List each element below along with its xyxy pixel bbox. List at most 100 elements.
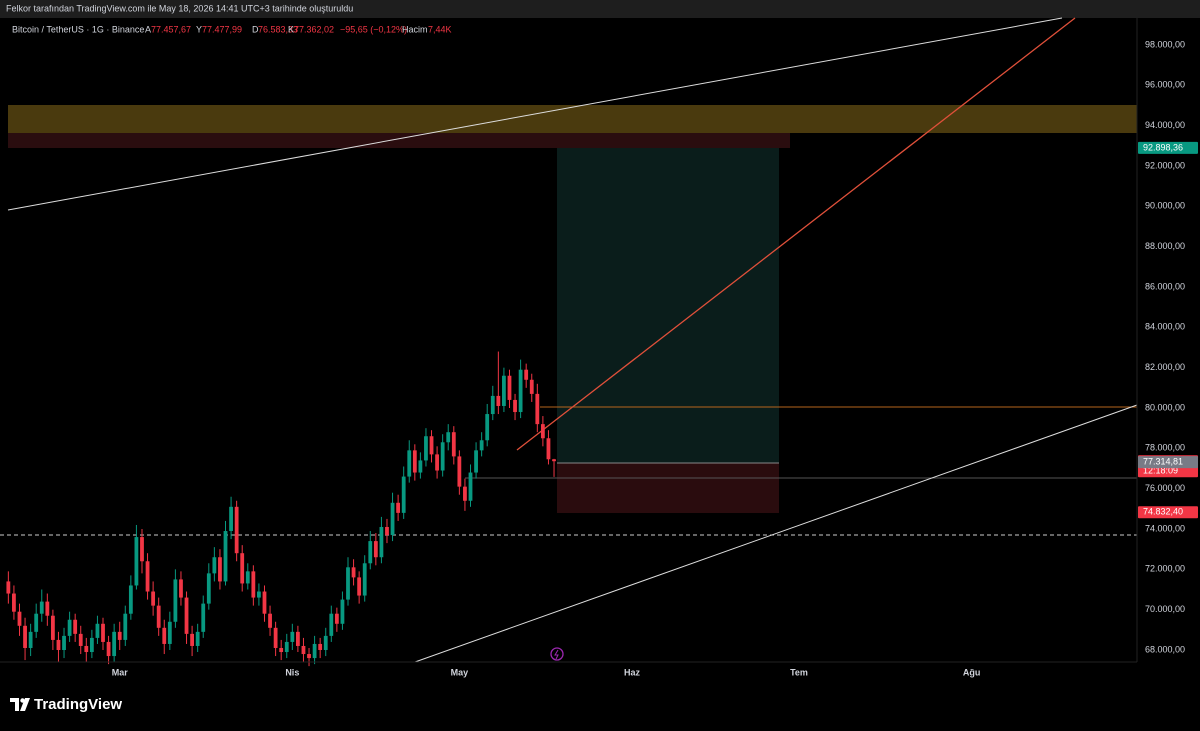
y-tick-label: 98.000,00	[1145, 39, 1185, 49]
candle-body	[351, 567, 356, 578]
y-tick-label: 78.000,00	[1145, 443, 1185, 453]
candle-body	[401, 476, 406, 513]
price-tag-label: 74.832,40	[1143, 507, 1183, 517]
candle-body	[457, 456, 462, 487]
y-tick-label: 80.000,00	[1145, 402, 1185, 412]
resistance-zone	[8, 133, 790, 148]
event-icon[interactable]	[550, 647, 564, 661]
y-tick-label: 94.000,00	[1145, 120, 1185, 130]
candle-body	[6, 581, 11, 594]
candle-body	[184, 597, 189, 634]
candle-body	[440, 442, 445, 471]
red-trend-line	[516, 17, 1076, 451]
candle-body	[418, 460, 423, 473]
caption: Felkor tarafından TradingView.com ile Ma…	[6, 3, 353, 13]
candle-body	[301, 645, 306, 655]
candle-body	[145, 561, 150, 592]
candle-body	[134, 537, 139, 586]
candle-body	[78, 633, 83, 646]
candle-body	[362, 563, 367, 596]
lower-trend-line	[414, 404, 1138, 663]
y-tick-label: 88.000,00	[1145, 241, 1185, 251]
candle-body	[451, 432, 456, 457]
candle-body	[357, 577, 362, 596]
y-tick-label: 72.000,00	[1145, 564, 1185, 574]
price-tag-label: 77.314,81	[1143, 457, 1183, 467]
x-tick-label: Nis	[285, 667, 299, 677]
legend-change: −95,65 (−0,12%)	[340, 24, 407, 34]
upper-trend-line	[7, 17, 1063, 211]
candle-body	[396, 502, 401, 513]
candle-body	[50, 615, 55, 640]
candles	[6, 351, 556, 667]
candle-body	[513, 399, 517, 413]
candle-body	[234, 506, 239, 554]
candle-body	[151, 591, 156, 606]
candle-body	[546, 438, 551, 460]
candle-body	[251, 571, 256, 598]
price-tag-label: 92.898,36	[1143, 142, 1183, 152]
candle-body	[23, 625, 27, 648]
candle-body	[312, 643, 317, 659]
candle-body	[28, 631, 33, 648]
top-bar	[0, 0, 1200, 18]
brand-logo	[10, 698, 30, 711]
candle-body	[334, 613, 339, 624]
legend-label: D	[252, 24, 259, 34]
brand-name[interactable]: TradingView	[34, 696, 122, 713]
x-tick-label: May	[451, 667, 469, 677]
candle-body	[529, 379, 534, 394]
candle-body	[240, 553, 245, 584]
symbol-title: Bitcoin / TetherUS · 1G · Binance	[12, 24, 144, 34]
candle-body	[56, 639, 61, 651]
candle-body	[407, 450, 412, 477]
price-tag	[1138, 141, 1198, 154]
long-stop-zone	[557, 463, 779, 513]
legend-value: 77.362,02	[294, 24, 334, 34]
event-bolt	[554, 649, 559, 660]
candle-body	[468, 472, 473, 501]
candle-body	[368, 541, 373, 564]
candle-body	[279, 647, 284, 653]
candle-body	[206, 573, 211, 604]
candle-body	[95, 623, 100, 638]
candle-body	[412, 450, 417, 473]
candle-body	[524, 369, 529, 380]
candle-body	[485, 414, 490, 441]
candle-body	[435, 454, 439, 471]
y-tick-label: 96.000,00	[1145, 80, 1185, 90]
candle-body	[201, 603, 206, 632]
candle-body	[496, 395, 501, 406]
candle-body	[17, 611, 22, 626]
legend-value: 76.583,33	[258, 24, 298, 34]
x-tick-label: Tem	[790, 667, 808, 677]
candle-body	[112, 631, 117, 657]
y-tick-label: 82.000,00	[1145, 362, 1185, 372]
candle-body	[257, 591, 261, 598]
candle-body	[229, 506, 233, 532]
candle-body	[101, 623, 105, 642]
candle-body	[373, 541, 378, 558]
candle-body	[262, 591, 267, 614]
candle-body	[67, 619, 72, 636]
price-tag-countdown: 12:18:09	[1143, 466, 1178, 476]
candle-body	[223, 531, 228, 582]
candle-body	[535, 393, 540, 425]
candle-body	[346, 567, 350, 600]
candle-body	[424, 436, 428, 461]
candle-body	[156, 605, 161, 628]
legend-label: K	[288, 24, 294, 34]
candle-body	[379, 526, 384, 558]
candle-body	[490, 395, 495, 415]
candle-body	[502, 375, 506, 406]
candle-body	[12, 593, 16, 612]
candle-body	[123, 613, 128, 640]
candle-body	[268, 613, 272, 628]
candle-body	[173, 579, 178, 622]
y-tick-label: 84.000,00	[1145, 322, 1185, 332]
price-tag	[1138, 506, 1198, 519]
candle-body	[323, 635, 328, 651]
candle-body	[245, 571, 250, 584]
axes: 68.000,00 70.000,00 72.000,00 74.000,00 76.0…	[112, 39, 1198, 677]
legend-value: 7,44K	[428, 24, 452, 34]
